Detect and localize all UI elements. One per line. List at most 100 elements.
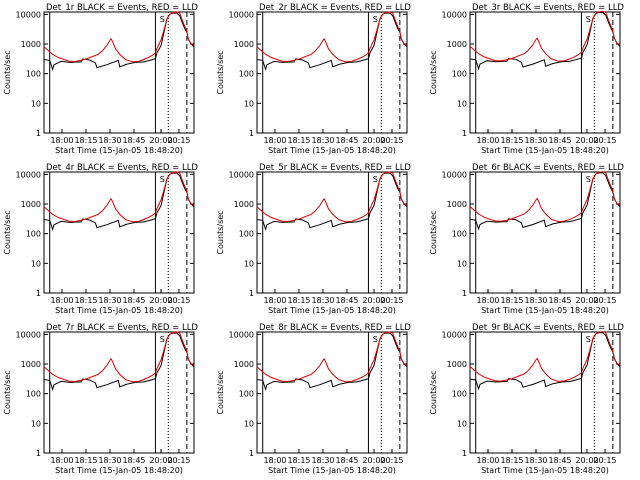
x-tick-label: 20:15 <box>380 136 403 145</box>
y-axis-label: Counts/sec <box>3 210 12 254</box>
x-tick-label: 20:00 <box>575 136 598 145</box>
saa-marker: S <box>160 15 165 24</box>
y-tick-label: 100 <box>26 230 41 239</box>
x-tick-label: 18:15 <box>500 296 523 305</box>
x-tick-label: 18:00 <box>263 456 286 465</box>
y-tick-label: 10 <box>457 259 467 268</box>
y-tick-label: 1 <box>462 289 467 298</box>
x-tick-label: 18:30 <box>98 136 121 145</box>
x-tick-label: 18:45 <box>548 456 571 465</box>
x-tick-label: 18:00 <box>476 296 499 305</box>
y-tick-label: 1000 <box>21 360 41 369</box>
y-tick-label: 10000 <box>442 170 467 179</box>
y-tick-label: 100 <box>239 390 254 399</box>
x-tick-label: 20:00 <box>362 456 385 465</box>
x-tick-label: 18:30 <box>311 136 334 145</box>
series-events <box>469 332 621 391</box>
y-tick-label: 10 <box>457 419 467 428</box>
y-tick-label: 100 <box>239 230 254 239</box>
y-tick-label: 10000 <box>229 10 254 19</box>
panel-3: Det_3r BLACK = Events, RED = LLD 1 10 100 10… <box>429 3 624 155</box>
y-tick-label: 10 <box>244 99 254 108</box>
x-tick-label: 18:45 <box>335 456 358 465</box>
plot-frame <box>256 11 408 134</box>
series-lld <box>256 331 408 383</box>
saa-marker: S <box>586 15 591 24</box>
series-lld <box>256 171 408 223</box>
x-tick-label: 20:15 <box>380 296 403 305</box>
series-lld <box>43 331 195 383</box>
y-tick-label: 100 <box>26 390 41 399</box>
y-tick-label: 1000 <box>21 200 41 209</box>
x-axis-label: Start Time (15-Jan-05 18:48:20) <box>268 466 396 475</box>
panel-4: Det_4r BLACK = Events, RED = LLD 1 10 100 10… <box>3 163 198 315</box>
x-tick-label: 18:15 <box>74 456 97 465</box>
x-axis-label: Start Time (15-Jan-05 18:48:20) <box>481 306 609 315</box>
x-tick-label: 18:15 <box>74 296 97 305</box>
plot-frame <box>469 171 621 294</box>
panel-9: Det_9r BLACK = Events, RED = LLD 1 10 100 10… <box>429 323 624 475</box>
y-axis-label: Counts/sec <box>216 50 225 94</box>
y-tick-label: 1000 <box>447 40 467 49</box>
panel-7: Det_7r BLACK = Events, RED = LLD 1 10 100 10… <box>3 323 198 475</box>
x-tick-label: 18:30 <box>524 136 547 145</box>
series-lld <box>256 11 408 63</box>
x-axis-label: Start Time (15-Jan-05 18:48:20) <box>481 466 609 475</box>
y-axis-label: Counts/sec <box>429 370 438 414</box>
x-tick-label: 20:15 <box>593 296 616 305</box>
y-tick-label: 10000 <box>16 10 41 19</box>
y-tick-label: 1000 <box>234 360 254 369</box>
x-tick-label: 18:00 <box>476 456 499 465</box>
x-tick-label: 20:15 <box>380 456 403 465</box>
y-axis-label: Counts/sec <box>216 370 225 414</box>
saa-marker: S <box>160 175 165 184</box>
x-tick-label: 18:15 <box>287 136 310 145</box>
plot-frame <box>469 11 621 134</box>
series-events <box>256 12 408 71</box>
series-events <box>43 172 195 231</box>
x-tick-label: 18:00 <box>50 296 73 305</box>
y-axis-label: Counts/sec <box>429 50 438 94</box>
saa-marker: S <box>160 335 165 344</box>
x-tick-label: 18:30 <box>311 456 334 465</box>
x-tick-label: 20:00 <box>362 296 385 305</box>
panel-title: Det_3r BLACK = Events, RED = LLD <box>472 3 624 13</box>
y-tick-label: 1 <box>462 449 467 458</box>
series-lld <box>469 10 621 62</box>
x-tick-label: 18:30 <box>311 296 334 305</box>
panel-8: Det_8r BLACK = Events, RED = LLD 1 10 100 10… <box>216 323 411 475</box>
x-tick-label: 18:45 <box>122 136 145 145</box>
y-tick-label: 10 <box>31 419 41 428</box>
x-tick-label: 20:00 <box>149 456 172 465</box>
x-tick-label: 18:30 <box>98 456 121 465</box>
saa-marker: S <box>373 15 378 24</box>
x-axis-label: Start Time (15-Jan-05 18:48:20) <box>481 146 609 155</box>
x-tick-label: 20:15 <box>167 456 190 465</box>
y-tick-label: 100 <box>26 70 41 79</box>
x-tick-label: 18:15 <box>500 136 523 145</box>
y-tick-label: 10000 <box>229 170 254 179</box>
y-tick-label: 1000 <box>234 40 254 49</box>
x-tick-label: 18:45 <box>335 136 358 145</box>
y-tick-label: 1 <box>249 289 254 298</box>
panel-title: Det_4r BLACK = Events, RED = LLD <box>46 163 198 173</box>
series-events <box>256 172 408 231</box>
y-tick-label: 100 <box>239 70 254 79</box>
y-tick-label: 1000 <box>447 200 467 209</box>
plot-frame <box>43 171 195 294</box>
x-tick-label: 18:30 <box>524 456 547 465</box>
y-axis-label: Counts/sec <box>3 50 12 94</box>
y-axis-label: Counts/sec <box>216 210 225 254</box>
y-tick-label: 10 <box>31 99 41 108</box>
x-tick-label: 20:00 <box>575 456 598 465</box>
series-lld <box>469 171 621 223</box>
series-events <box>469 172 621 231</box>
plot-frame <box>256 331 408 454</box>
series-lld <box>43 11 195 63</box>
y-tick-label: 1 <box>36 449 41 458</box>
y-axis-label: Counts/sec <box>429 210 438 254</box>
panel-title: Det_7r BLACK = Events, RED = LLD <box>46 323 198 333</box>
series-events <box>43 12 195 71</box>
panel-title: Det_6r BLACK = Events, RED = LLD <box>472 163 624 173</box>
